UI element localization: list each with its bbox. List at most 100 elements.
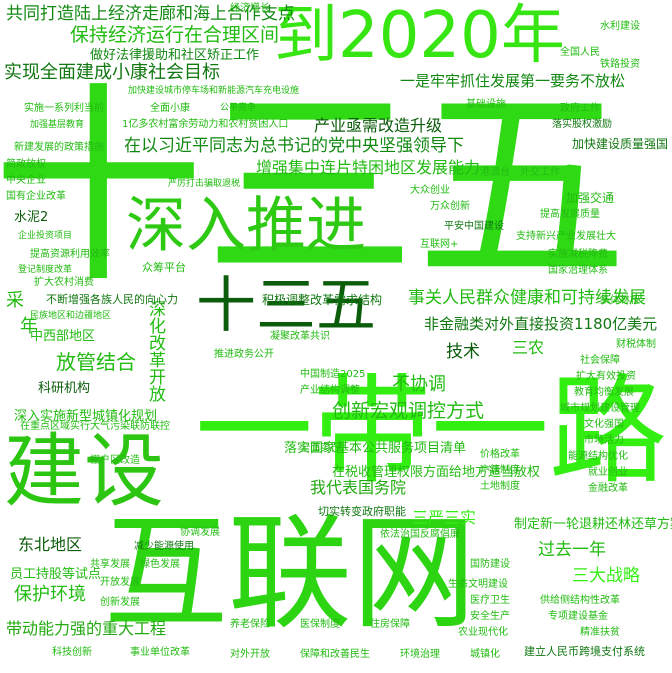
word-guoqu: 过去一年 bbox=[538, 540, 606, 560]
word-baohu: 保护环境 bbox=[14, 584, 86, 605]
word-dongbei: 东北地区 bbox=[18, 535, 83, 554]
word-ningju: 凝聚改革共识 bbox=[270, 331, 330, 342]
word-yuangong: 员工持股等试点 bbox=[10, 567, 102, 582]
word-tuijin: 推进政务公开 bbox=[214, 349, 274, 360]
word-tudi: 土地制度 bbox=[480, 481, 520, 492]
word-jiage: 价格改革 bbox=[480, 449, 520, 460]
word-zhongchuang: 众筹平台 bbox=[142, 261, 186, 274]
word-sanyan: 三严三实 bbox=[412, 508, 477, 527]
word-minzu: 民族地区和边疆地区 bbox=[30, 311, 112, 321]
word-cai: 采 bbox=[6, 290, 24, 311]
word-hulianwang-jia: 互联网+ bbox=[420, 239, 459, 250]
word-sanda: 三大战略 bbox=[572, 566, 640, 586]
word-gongjice: 供给侧结构性改革 bbox=[540, 595, 620, 606]
word-shenrutuijin: 深入推进 bbox=[126, 191, 366, 261]
word-dengji: 登记制度改革 bbox=[18, 265, 73, 275]
word-women: 我代表国务院 bbox=[310, 478, 407, 497]
word-yishe: 依法治国 bbox=[380, 529, 420, 540]
word-shehui: 社会保障 bbox=[580, 355, 620, 366]
word-jiakuai-jiaoyu: 加快建设质量强国 bbox=[572, 137, 669, 151]
word-fupin: 精准扶贫 bbox=[580, 627, 620, 638]
word-buduan: 不断增强各族人民的向心力 bbox=[46, 293, 178, 306]
word-kuoda: 扩大农村消费 bbox=[34, 277, 94, 288]
word-gangao: 港澳台 bbox=[480, 167, 510, 178]
word-keji: 科技创新 bbox=[52, 647, 92, 658]
word-guofang: 国防建设 bbox=[470, 559, 510, 570]
word-zhuanxiang: 专项建设基金 bbox=[548, 611, 608, 622]
word-buxietiao: 不协调 bbox=[392, 374, 446, 395]
word-anquan: 安全生产 bbox=[470, 611, 510, 622]
word-waijiao: 外交工作 bbox=[520, 167, 560, 178]
word-zhongguozhizao: 中国制造2025 bbox=[300, 369, 366, 380]
word-yiliao: 医疗卫生 bbox=[470, 595, 510, 606]
word-zhiding: 制定新一轮退耕还林还草方案 bbox=[514, 517, 672, 532]
word-qiye: 企业投资项目 bbox=[18, 231, 73, 241]
word-quanguo: 全国人民 bbox=[560, 47, 600, 58]
word-xiaofei: 扩大有效投资 bbox=[576, 371, 636, 382]
word-jishu: 技术 bbox=[446, 342, 480, 362]
word-shishi: 实施一系列利当前 bbox=[24, 103, 104, 114]
word-luoshi-zhidu: 落实国家基本公共服务项目清单 bbox=[284, 441, 467, 456]
word-shiyeye: 事业单位改革 bbox=[130, 647, 190, 658]
word-yanzhong: 严厉打击骗取退税 bbox=[168, 179, 241, 189]
word-yishi: 一是牢牢抓住发展第一要务不放松 bbox=[400, 72, 626, 90]
word-gongtong: 共同打造陆上经济走廊和海上合作支点 bbox=[6, 4, 295, 24]
word-jiuye: 就业创业 bbox=[588, 467, 628, 478]
word-xietiao: 协调发展 bbox=[180, 527, 220, 538]
word-zengqiang: 增强集中连片特困地区发展能力 bbox=[256, 158, 481, 177]
word-jiakuai-gaige: 加快建设城市停车场和新能源汽车充电设施 bbox=[128, 86, 300, 96]
word-peng: 棚户区改造 bbox=[90, 455, 140, 466]
word-quanmian: 全面实行 bbox=[300, 443, 340, 454]
word-jianzheng: 简政放权 bbox=[6, 159, 46, 170]
word-gongyi: 公平竞争 bbox=[220, 103, 257, 113]
word-zhengfu: 政府工作 bbox=[560, 103, 600, 114]
word-yiyi: 1亿多农村富余劳动力和农村贫困人口 bbox=[122, 119, 289, 130]
word-shichang: 市场活力 bbox=[584, 435, 624, 446]
word-jiti: 集体林权 bbox=[600, 295, 640, 306]
word-jianshao: 减少能源使用 bbox=[134, 541, 194, 552]
word-gaige-xiaolv: 提高资源利用效率 bbox=[30, 249, 110, 260]
word-zhongzhi: 中央企业 bbox=[6, 175, 46, 186]
word-chanye: 产业亟需改造升级 bbox=[314, 116, 443, 135]
word-chengzhen: 城镇化 bbox=[470, 649, 500, 660]
word-jichu: 基础设施 bbox=[466, 99, 506, 110]
word-shiguan: 事关人民群众健康和可持续发展 bbox=[408, 288, 646, 308]
word-fanfu: 反腐倡廉 bbox=[420, 529, 460, 540]
word-minsheng: 保障和改善民生 bbox=[300, 649, 370, 660]
word-zhongqing: 中西部地区 bbox=[30, 329, 96, 344]
word-shuini: 水泥2 bbox=[14, 210, 49, 225]
word-jiaoyu: 教育均衡发展 bbox=[574, 387, 634, 398]
word-shixian: 实现全面建成小康社会目标 bbox=[4, 62, 220, 83]
word-shuili: 水利建设 bbox=[600, 21, 640, 32]
word-kaifang-2: 开放发展 bbox=[100, 577, 140, 588]
word-tigao: 提高发展质量 bbox=[540, 209, 600, 220]
word-shisanwu-dark: 十三五 bbox=[196, 271, 376, 341]
word-xinjin: 新建发展的政策措施 bbox=[14, 142, 104, 153]
word-nengyuan: 能源结构优化 bbox=[568, 451, 628, 462]
word-yanglao: 养老保险 bbox=[230, 619, 270, 630]
word-guoqi: 国有企业改革 bbox=[6, 191, 66, 202]
word-hukou: 户籍制度 bbox=[480, 465, 520, 476]
word-hulianwang: 互联网 bbox=[104, 502, 477, 646]
word-zaiyi: 在以习近平同志为总书记的党中央坚强领导下 bbox=[124, 136, 464, 156]
word-shenhua: 深化改革开放 bbox=[145, 300, 165, 402]
word-fangguan: 放管结合 bbox=[56, 350, 136, 374]
word-zuohao: 做好法律援助和社区矫正工作 bbox=[90, 48, 260, 63]
word-jinrong: 金融改革 bbox=[588, 483, 628, 494]
word-xiaokang: 全面小康 bbox=[150, 103, 190, 114]
word-chanye-2: 产业结构调整 bbox=[300, 385, 360, 396]
word-jiakuai-jiaotong: 加强交通 bbox=[566, 191, 615, 205]
word-tielu: 铁路投资 bbox=[600, 59, 640, 70]
word-luoshi: 落实股权激励 bbox=[552, 119, 612, 130]
word-pingan: 平安中国建设 bbox=[444, 221, 504, 232]
word-kaifang: 对外开放 bbox=[230, 649, 270, 660]
word-zai-zhongdian: 在重点区域实行大气污染联防联控 bbox=[20, 421, 170, 432]
word-zhichi: 支持新兴产业发展壮大 bbox=[516, 231, 616, 242]
word-guojia: 国家治理体系 bbox=[548, 265, 608, 276]
word-qiechuan: 切实转变政府职能 bbox=[318, 505, 406, 518]
word-yibao: 医保制度 bbox=[300, 619, 340, 630]
word-nongye: 农业现代化 bbox=[458, 627, 508, 638]
word-zaishuishou: 在税收管理权限方面给地方适当放权 bbox=[332, 465, 541, 480]
word-jingji: 经济增长 bbox=[230, 3, 270, 14]
